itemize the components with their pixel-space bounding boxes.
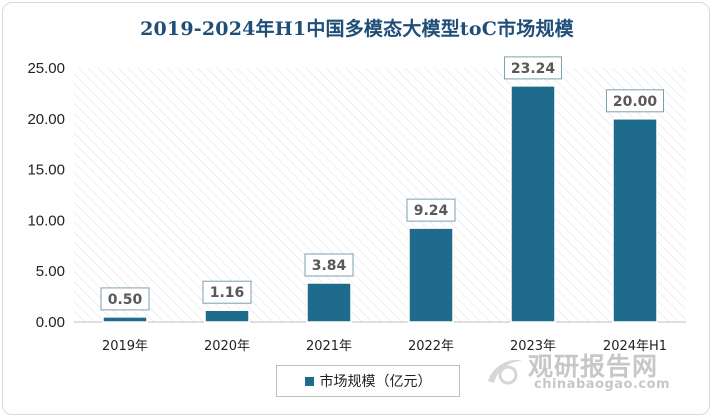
y-tick-label: 25.00 [27, 60, 65, 77]
data-label-box [406, 198, 456, 222]
data-label-box [504, 56, 562, 80]
watermark: 观研报告网 chinabaogao.com [484, 345, 689, 395]
bar [612, 118, 658, 323]
data-label-box [202, 280, 252, 304]
data-label: 20.00 [613, 94, 658, 110]
watermark-domain: chinabaogao.com [534, 377, 671, 392]
x-tick-label: 2022年 [408, 339, 454, 354]
watermark-name: 观研报告网 [528, 352, 659, 381]
data-label: 1.16 [210, 285, 245, 301]
legend: 市场规模（亿元） [276, 365, 460, 397]
data-label: 3.84 [312, 258, 347, 274]
watermark-logo-icon [488, 359, 522, 385]
data-label: 23.24 [511, 61, 556, 77]
x-tick-label: 2023年 [510, 339, 556, 354]
data-label-box [100, 287, 150, 311]
bar [510, 85, 556, 323]
legend-label: 市场规模（亿元） [319, 374, 432, 390]
bar [204, 309, 250, 323]
bar [408, 227, 454, 323]
plot-area-background [74, 68, 686, 322]
data-label-box [606, 89, 664, 113]
x-tick-label: 2024年H1 [603, 339, 667, 354]
data-label-box [304, 253, 354, 277]
chart-title: 2019-2024年H1中国多模态大模型toC市场规模 [140, 18, 574, 40]
x-tick-label: 2020年 [204, 339, 250, 354]
y-tick-label: 20.00 [27, 111, 65, 128]
y-tick-label: 0.00 [36, 314, 65, 331]
y-tick-label: 10.00 [27, 212, 65, 229]
data-label: 9.24 [414, 203, 449, 219]
x-tick-label: 2021年 [306, 339, 352, 354]
bar [306, 282, 352, 323]
y-tick-label: 5.00 [36, 263, 65, 280]
bar [102, 316, 148, 323]
y-tick-label: 15.00 [27, 162, 65, 179]
legend-swatch [304, 376, 314, 386]
data-label: 0.50 [108, 292, 143, 308]
x-tick-label: 2019年 [102, 339, 148, 354]
